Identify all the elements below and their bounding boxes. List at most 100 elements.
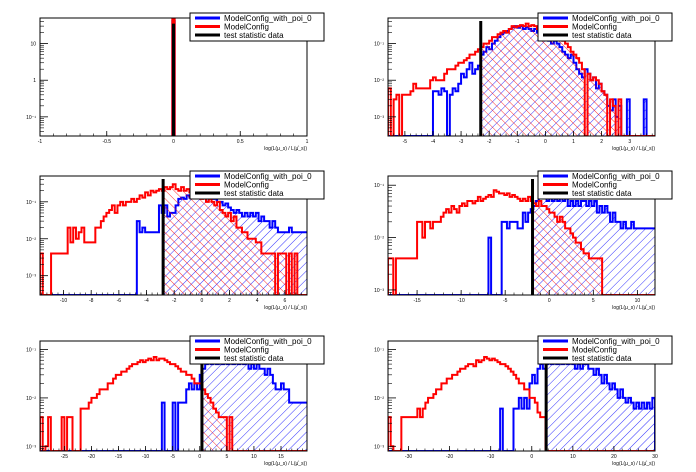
y-tick-label: 1 — [33, 78, 36, 84]
y-tick-label: 10⁻³ — [374, 288, 384, 294]
hatched-region-blue — [546, 360, 655, 451]
x-tick-label: 5 — [225, 454, 228, 460]
plot-frame — [387, 17, 656, 137]
plot-frame — [387, 340, 656, 452]
x-tick-label: -5 — [503, 298, 508, 304]
x-tick-label: -10 — [60, 298, 67, 304]
x-axis-title: log(L(μ_s) / L(μ̂_s)) — [612, 305, 655, 311]
x-tick-label: -10 — [458, 298, 465, 304]
x-tick-label: -8 — [89, 298, 94, 304]
y-tick-label: 10⁻¹ — [374, 42, 384, 48]
y-tick-label: 10⁻² — [26, 396, 36, 402]
x-tick-label: -15 — [413, 298, 420, 304]
x-axis-title: log(L(μ_s) / L(μ̂_s)) — [612, 461, 655, 467]
legend-entry-label: test statistic data — [224, 354, 284, 363]
y-tick-label: 10⁻² — [374, 78, 384, 84]
x-tick-label: -0.5 — [102, 139, 111, 145]
legend-entry-label: ModelConfig — [224, 346, 269, 355]
x-tick-label: 6 — [283, 298, 286, 304]
x-tick-label: -2 — [487, 139, 492, 145]
series-model-config-line — [388, 356, 655, 451]
y-tick-label: 10⁻¹ — [26, 200, 36, 206]
y-tick-label: 10⁻³ — [374, 444, 384, 450]
x-tick-label: 10 — [570, 454, 576, 460]
histogram-panel-4: -15 -10 -5 0 5 10 10⁻³ 10⁻² 10⁻¹ log(L(μ_s) / L(μ… — [374, 170, 673, 311]
legend-entry-label: ModelConfig — [224, 181, 269, 190]
y-tick-label: 10 — [30, 42, 36, 48]
plot-area — [171, 18, 176, 136]
histogram-panel-3: -10 -8 -6 -4 -2 0 2 4 6 10⁻³ 10⁻² 10⁻¹ log(L(μ_s) / … — [26, 170, 325, 311]
histogram-panel-5: -25 -20 -15 -10 -5 0 5 10 15 10⁻³ 10⁻² 10⁻¹ log(L(μ_… — [26, 335, 325, 467]
x-tick-label: 0 — [198, 454, 201, 460]
y-tick-label: 10⁻² — [374, 236, 384, 242]
series-model-config-line — [388, 22, 655, 136]
x-tick-label: -3 — [459, 139, 464, 145]
x-tick-label: -1 — [515, 139, 520, 145]
legend-entry-label: ModelConfig — [224, 23, 269, 32]
y-tick-label: 10⁻¹ — [374, 183, 384, 189]
x-tick-label: -4 — [144, 298, 149, 304]
x-tick-label: 0 — [548, 298, 551, 304]
legend-entry-label: test statistic data — [224, 31, 284, 40]
plot-frame — [387, 175, 656, 296]
x-tick-label: 0.5 — [237, 139, 244, 145]
histogram-panel-6: -30 -20 -10 0 10 20 30 10⁻³ 10⁻² 10⁻¹ log(L(μ_s) /… — [374, 335, 673, 467]
x-tick-label: 15 — [278, 454, 284, 460]
x-tick-label: 3 — [628, 139, 631, 145]
plot-area — [388, 21, 655, 136]
series-model-config-line — [40, 183, 307, 295]
x-tick-label: -20 — [88, 454, 95, 460]
x-tick-label: -20 — [446, 454, 453, 460]
y-tick-label: 10⁻¹ — [26, 348, 36, 354]
x-tick-label: 10 — [635, 298, 641, 304]
legend-entry-label: ModelConfig — [572, 181, 617, 190]
x-tick-label: -2 — [172, 298, 177, 304]
x-tick-label: -1 — [38, 139, 43, 145]
x-tick-label: 5 — [592, 298, 595, 304]
y-tick-label: 10⁻² — [26, 237, 36, 243]
series-model-config-line — [40, 356, 307, 451]
y-tick-label: 10⁻¹ — [374, 348, 384, 354]
hatched-region-red — [532, 200, 655, 295]
legend-entry-label: ModelConfig_with_poi_0 — [572, 337, 660, 346]
y-tick-label: 10⁻³ — [26, 444, 36, 450]
hatched-region-red — [163, 184, 307, 295]
legend-entry-label: ModelConfig_with_poi_0 — [224, 172, 312, 181]
x-tick-label: 1 — [306, 139, 309, 145]
x-tick-label: 20 — [611, 454, 617, 460]
y-tick-label: 10⁻¹ — [26, 115, 36, 121]
legend-entry-label: ModelConfig — [572, 23, 617, 32]
x-tick-label: 10 — [251, 454, 257, 460]
y-tick-label: 10⁻² — [374, 396, 384, 402]
legend-entry-label: ModelConfig — [572, 346, 617, 355]
x-tick-label: 0 — [530, 454, 533, 460]
x-tick-label: -10 — [142, 454, 149, 460]
x-tick-label: 4 — [256, 298, 259, 304]
legend-entry-label: ModelConfig_with_poi_0 — [572, 172, 660, 181]
x-tick-label: 0 — [544, 139, 547, 145]
plot-area — [40, 179, 307, 295]
x-tick-label: -15 — [115, 454, 122, 460]
x-tick-label: 1 — [572, 139, 575, 145]
x-tick-label: -6 — [117, 298, 122, 304]
plot-area — [40, 344, 307, 451]
legend-entry-label: ModelConfig_with_poi_0 — [224, 14, 312, 23]
hatched-region-blue — [201, 360, 307, 451]
legend-entry-label: ModelConfig_with_poi_0 — [224, 337, 312, 346]
x-tick-label: -25 — [61, 454, 68, 460]
plot-frame — [39, 175, 308, 296]
x-axis-title: log(L(μ_s) / L(μ̂_s)) — [612, 146, 655, 152]
x-tick-label: -30 — [405, 454, 412, 460]
histogram-panel-1: -1 -0.5 0 0.5 1 10⁻¹ 1 10 log(L(μ_s) / L(μ̂_s)) M… — [26, 12, 325, 152]
x-tick-label: 2 — [600, 139, 603, 145]
x-tick-label: -10 — [487, 454, 494, 460]
series-model-config-line — [388, 189, 655, 295]
x-tick-label: -5 — [170, 454, 175, 460]
